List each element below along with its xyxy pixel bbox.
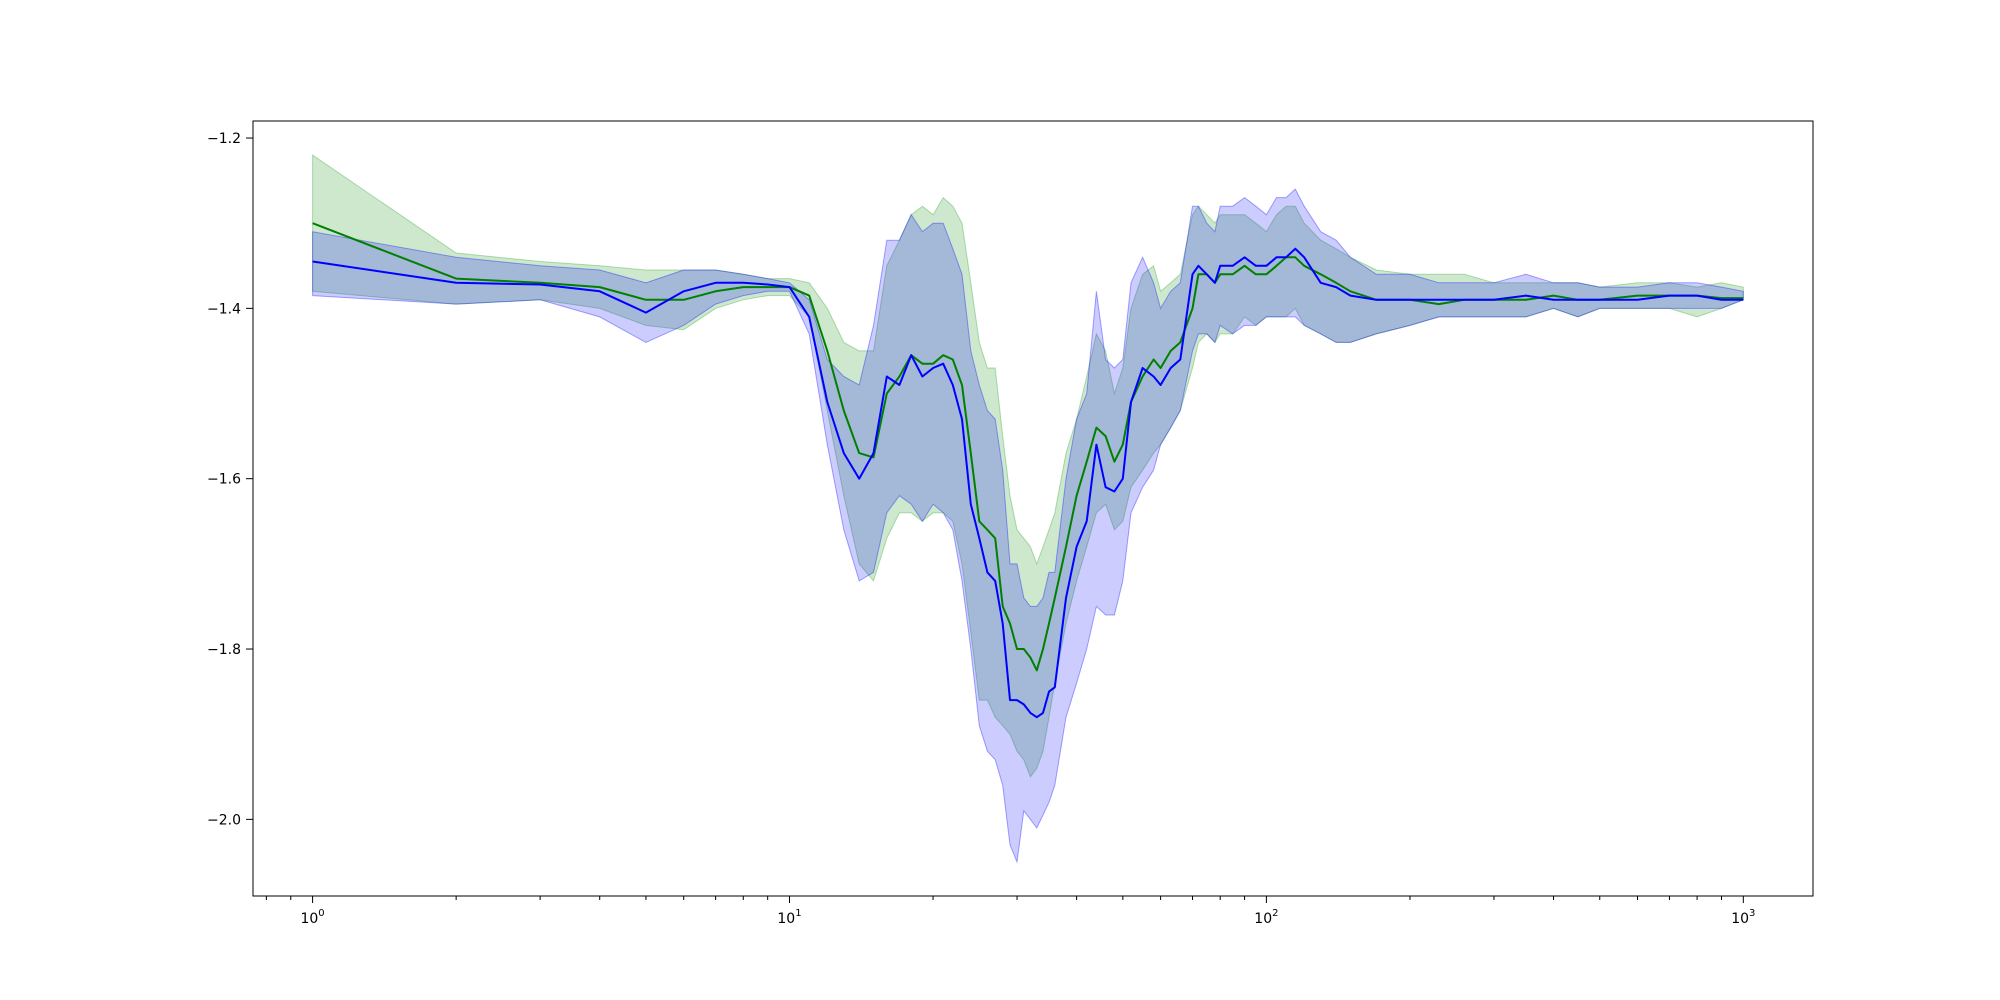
x-tick-label: 100 [300, 908, 324, 927]
plot-frame [252, 120, 1814, 897]
y-tick-label: −1.2 [207, 131, 241, 147]
series-1-band [312, 188, 1744, 864]
x-axis: 100 101 102 103 [265, 896, 1755, 927]
x-tick-label: 102 [1254, 908, 1278, 927]
confidence-bands [312, 154, 1744, 864]
series-lines [312, 222, 1744, 719]
y-tick-label: −2.0 [207, 812, 241, 828]
y-tick-label: −1.8 [207, 642, 241, 658]
y-tick-label: −1.4 [207, 301, 241, 317]
x-tick-label: 101 [777, 908, 801, 927]
y-tick-label: −1.6 [207, 472, 241, 488]
y-axis: −1.2 −1.4 −1.6 −1.8 −2.0 [207, 131, 253, 828]
x-tick-label: 103 [1731, 908, 1755, 927]
series-1-line [312, 247, 1744, 719]
